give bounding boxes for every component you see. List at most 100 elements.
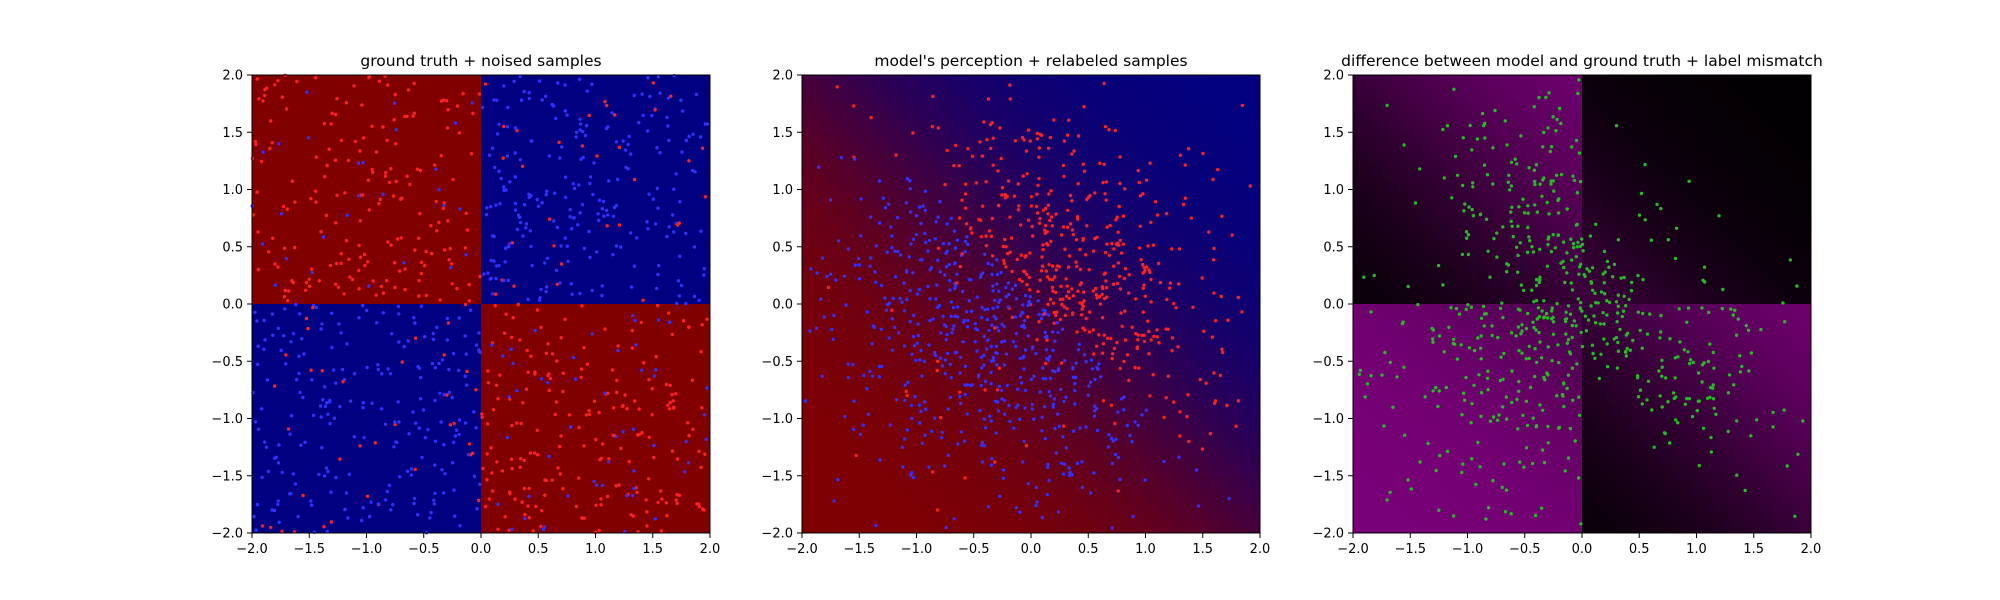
sample-point — [1117, 456, 1120, 459]
sample-point — [958, 391, 961, 394]
sample-point — [379, 198, 382, 201]
sample-point — [1214, 319, 1217, 322]
sample-point — [1016, 258, 1019, 261]
sample-point — [1057, 510, 1060, 513]
sample-point — [358, 149, 361, 152]
sample-point — [1066, 134, 1069, 137]
sample-point — [906, 394, 909, 397]
sample-point — [1066, 226, 1069, 229]
sample-point — [1131, 326, 1134, 329]
sample-point — [1687, 306, 1690, 309]
sample-point — [305, 91, 308, 94]
sample-point — [705, 438, 708, 441]
sample-point — [345, 239, 348, 242]
sample-point — [1527, 166, 1530, 169]
sample-point — [591, 332, 594, 335]
sample-point — [551, 478, 554, 481]
sample-point — [908, 320, 911, 323]
sample-point — [456, 104, 459, 107]
sample-point — [1575, 255, 1578, 258]
sample-point — [1578, 151, 1581, 154]
y-tick-label: 2.0 — [772, 69, 793, 84]
sample-point — [1650, 408, 1653, 411]
sample-point — [1663, 431, 1666, 434]
sample-point — [926, 285, 929, 288]
sample-point — [956, 442, 959, 445]
sample-point — [912, 335, 915, 338]
sample-point — [927, 343, 930, 346]
sample-point — [423, 335, 426, 338]
sample-point — [1602, 272, 1605, 275]
sample-point — [464, 246, 467, 249]
sample-point — [1095, 296, 1098, 299]
sample-point — [1617, 238, 1620, 241]
sample-point — [1562, 266, 1565, 269]
sample-point — [477, 499, 480, 502]
sample-point — [1643, 163, 1646, 166]
sample-point — [452, 441, 455, 444]
sample-point — [1732, 383, 1735, 386]
sample-point — [257, 268, 260, 271]
sample-point — [1046, 493, 1049, 496]
sample-point — [1537, 96, 1540, 99]
sample-point — [393, 286, 396, 289]
sample-point — [433, 492, 436, 495]
sample-point — [1510, 401, 1513, 404]
sample-point — [1052, 302, 1055, 305]
sample-point — [1712, 397, 1715, 400]
sample-point — [1005, 195, 1008, 198]
sample-point — [1672, 391, 1675, 394]
sample-point — [575, 131, 578, 134]
sample-point — [998, 495, 1001, 498]
sample-point — [510, 424, 513, 427]
sample-point — [1053, 370, 1056, 373]
sample-point — [517, 303, 520, 306]
sample-point — [1528, 239, 1531, 242]
sample-point — [1735, 474, 1738, 477]
sample-point — [969, 278, 972, 281]
sample-point — [585, 413, 588, 416]
sample-point — [1021, 460, 1024, 463]
sample-point — [1049, 394, 1052, 397]
sample-point — [1099, 375, 1102, 378]
sample-point — [1120, 325, 1123, 328]
sample-point — [982, 120, 985, 123]
sample-point — [946, 352, 949, 355]
x-tick-label: 0.0 — [1021, 542, 1042, 557]
sample-point — [1714, 413, 1717, 416]
sample-point — [1801, 419, 1804, 422]
sample-point — [548, 154, 551, 157]
sample-point — [606, 213, 609, 216]
y-tick-label: 0.5 — [222, 240, 243, 255]
sample-point — [520, 501, 523, 504]
sample-point — [574, 135, 577, 138]
sample-point — [1532, 250, 1535, 253]
sample-point — [496, 397, 499, 400]
sample-point — [990, 235, 993, 238]
sample-point — [555, 269, 558, 272]
sample-point — [597, 411, 600, 414]
sample-point — [447, 258, 450, 261]
sample-point — [1674, 376, 1677, 379]
sample-point — [1103, 192, 1106, 195]
sample-point — [936, 360, 939, 363]
chart-title: ground truth + noised samples — [360, 52, 601, 70]
sample-point — [1128, 273, 1131, 276]
sample-point — [1505, 488, 1508, 491]
sample-point — [1071, 367, 1074, 370]
sample-point — [452, 352, 455, 355]
sample-point — [951, 328, 954, 331]
sample-point — [464, 253, 467, 256]
sample-point — [357, 162, 360, 165]
sample-point — [471, 101, 474, 104]
sample-point — [1515, 162, 1518, 165]
sample-point — [926, 250, 929, 253]
sample-point — [1029, 139, 1032, 142]
sample-point — [1018, 418, 1021, 421]
sample-point — [683, 470, 686, 473]
sample-point — [429, 511, 432, 514]
sample-point — [1616, 341, 1619, 344]
sample-point — [920, 374, 923, 377]
sample-point — [1112, 265, 1115, 268]
sample-point — [1576, 191, 1579, 194]
